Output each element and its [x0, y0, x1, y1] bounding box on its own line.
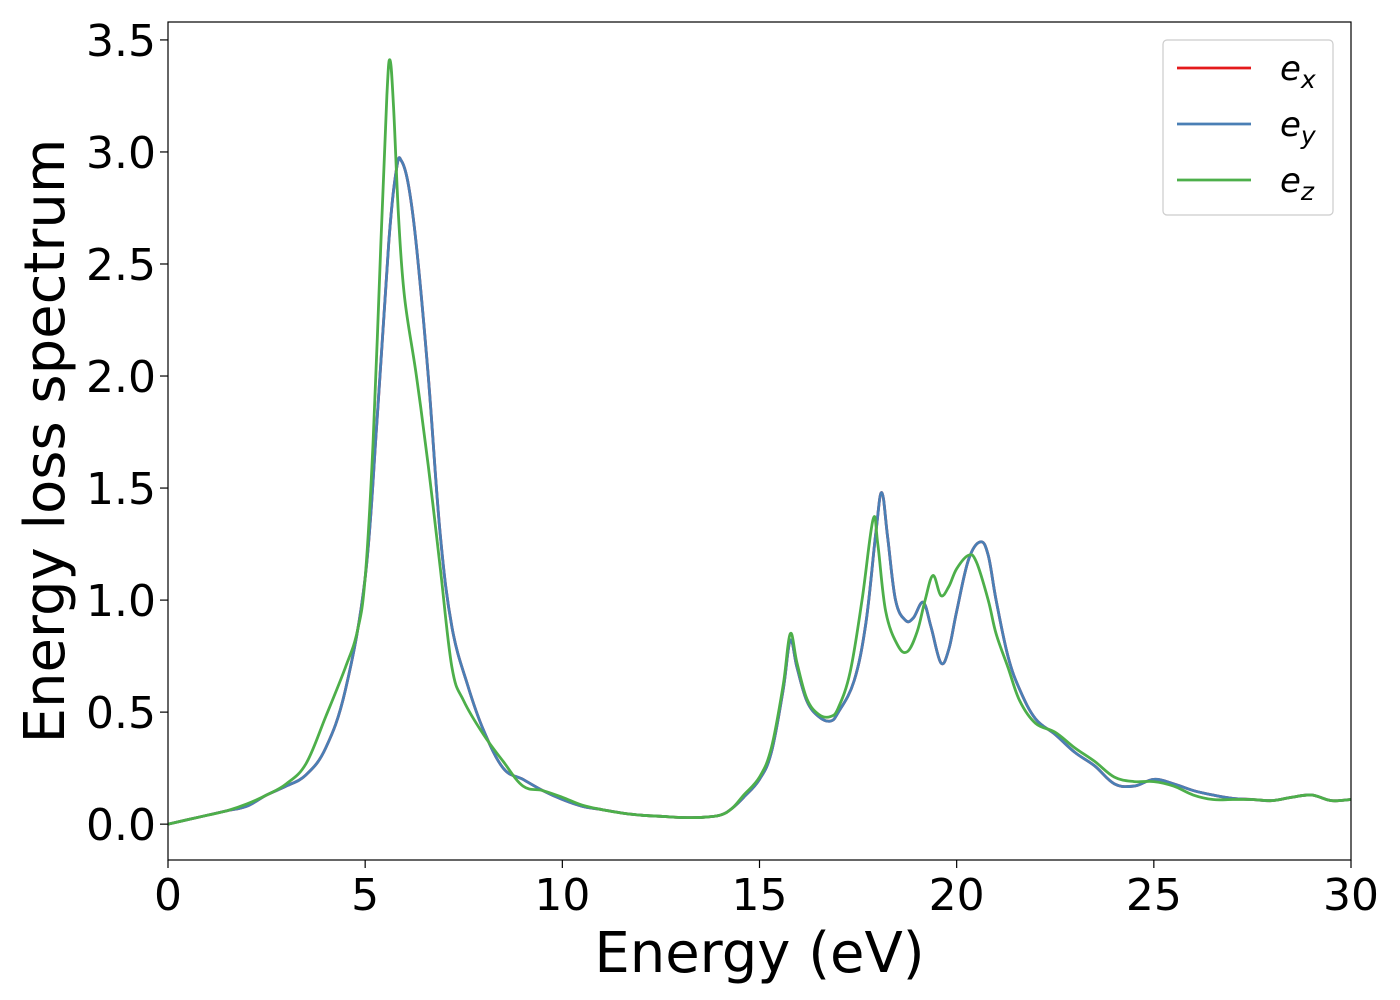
y-ticks: 0.0 0.5 1.0 1.5 2.0 2.5 3.0 3.5: [86, 16, 168, 851]
legend-box: [1162, 39, 1334, 216]
y-tick-label: 2.5: [86, 240, 156, 291]
y-axis-label: Energy loss spectrum: [13, 139, 78, 744]
y-tick-label: 3.0: [86, 128, 156, 179]
x-tick-label: 25: [1126, 870, 1182, 921]
series-line-e-y: [168, 156, 1351, 826]
series-layer: [168, 58, 1351, 826]
y-tick-label: 3.5: [86, 16, 156, 67]
x-tick-label: 5: [351, 870, 379, 921]
legend: ex ey ez: [1162, 39, 1334, 216]
legend-label-e-z: ez: [1280, 161, 1315, 206]
y-tick-label: 1.0: [86, 576, 156, 627]
y-tick-label: 2.0: [86, 352, 156, 403]
legend-label-e-y: ey: [1280, 105, 1317, 150]
legend-label-e-x: ex: [1280, 49, 1316, 94]
x-tick-label: 20: [929, 870, 985, 921]
x-tick-label: 30: [1323, 870, 1379, 921]
x-ticks: 0 5 10 15 20 25 30: [154, 860, 1379, 921]
series-line-e-z: [168, 58, 1351, 826]
y-tick-label: 0.5: [86, 688, 156, 739]
x-tick-label: 15: [732, 870, 788, 921]
x-tick-label: 0: [154, 870, 182, 921]
y-tick-label: 0.0: [86, 800, 156, 851]
x-tick-label: 10: [534, 870, 590, 921]
series-line-e-x: [168, 156, 1351, 826]
x-axis-label: Energy (eV): [594, 921, 924, 986]
y-tick-label: 1.5: [86, 464, 156, 515]
